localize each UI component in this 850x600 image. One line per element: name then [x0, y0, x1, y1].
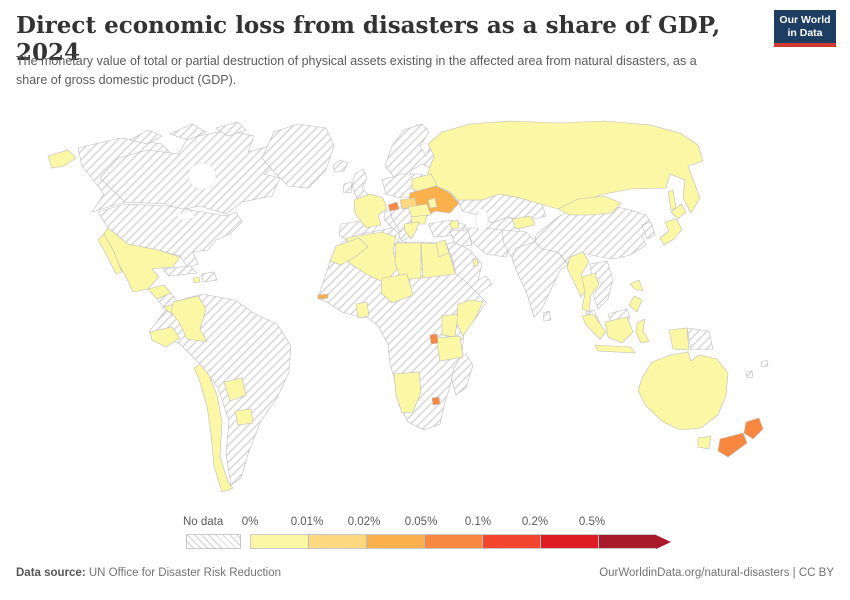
country-tanzania[interactable]: [435, 335, 464, 362]
legend-tick-5: 0.2%: [521, 516, 549, 528]
country-iceland[interactable]: [332, 159, 349, 173]
country-australia[interactable]: [637, 351, 729, 431]
country-romania[interactable]: [407, 203, 432, 218]
country-russia[interactable]: [427, 120, 704, 214]
country-namibia[interactable]: [393, 371, 422, 414]
country-rwanda[interactable]: [429, 333, 439, 345]
legend-bin-6[interactable]: [598, 534, 656, 549]
legend-bin-3[interactable]: [424, 534, 482, 549]
country-new-zealand[interactable]: [717, 417, 764, 458]
country-uruguay[interactable]: [234, 408, 254, 426]
world-map: [30, 116, 820, 506]
country-israel-jordan[interactable]: [435, 239, 450, 258]
footer-link[interactable]: OurWorldinData.org/natural-disasters | C…: [599, 567, 834, 579]
country-russia-chukotka[interactable]: [47, 149, 77, 169]
chart-subtitle: The monetary value of total or partial d…: [16, 54, 697, 87]
country-kenya[interactable]: [441, 313, 459, 338]
country-mongolia[interactable]: [557, 195, 622, 216]
hudson-bay: [187, 162, 217, 190]
country-france[interactable]: [353, 193, 388, 229]
country-niger[interactable]: [380, 273, 414, 304]
country-eswatini[interactable]: [431, 396, 441, 406]
country-paraguay[interactable]: [223, 377, 247, 402]
legend-bin-5[interactable]: [540, 534, 598, 549]
country-jamaica[interactable]: [192, 276, 201, 284]
country-armenia[interactable]: [449, 219, 460, 230]
country-philippines[interactable]: [628, 279, 644, 313]
country-moldova[interactable]: [427, 197, 438, 209]
country-south-america-nodata[interactable]: [148, 293, 292, 486]
great-lakes: [175, 210, 197, 221]
country-qatar[interactable]: [472, 258, 479, 267]
country-colombia[interactable]: [170, 295, 208, 343]
data-source: Data source: UN Office for Disaster Risk…: [16, 567, 281, 579]
legend-tick-6: 0.5%: [578, 516, 606, 528]
country-kyrgyzstan[interactable]: [511, 215, 536, 230]
country-indonesia-kalimantan[interactable]: [604, 316, 634, 344]
data-source-value: UN Office for Disaster Risk Reduction: [85, 567, 282, 579]
legend-tick-2: 0.02%: [347, 516, 381, 528]
country-malaysia-borneo[interactable]: [607, 308, 631, 324]
country-pacific-islands[interactable]: [745, 359, 769, 379]
country-africa-nodata[interactable]: [317, 227, 487, 431]
country-morocco[interactable]: [329, 237, 369, 266]
country-greece[interactable]: [403, 221, 420, 240]
country-arctic-islands[interactable]: [129, 121, 247, 145]
country-somalia[interactable]: [455, 299, 484, 337]
country-indonesia-papua[interactable]: [668, 327, 690, 351]
country-cuba[interactable]: [162, 265, 198, 277]
country-korea[interactable]: [641, 221, 656, 240]
country-indonesia-sulawesi[interactable]: [635, 318, 650, 344]
legend-no-data-label: No data: [183, 516, 224, 528]
country-guatemala[interactable]: [147, 284, 172, 300]
country-uk[interactable]: [351, 168, 370, 200]
legend-bin-4[interactable]: [482, 534, 540, 549]
legend-tick-3: 0.05%: [404, 516, 438, 528]
country-hispaniola[interactable]: [200, 271, 218, 283]
country-tasmania[interactable]: [697, 435, 712, 450]
owid-logo-accent-bar: [774, 43, 836, 48]
country-sri-lanka[interactable]: [542, 310, 552, 322]
country-chile[interactable]: [193, 363, 234, 493]
caspian-sea: [475, 208, 489, 232]
country-russia-sakhalin[interactable]: [667, 189, 677, 211]
legend-tick-0: 0%: [241, 516, 259, 528]
owid-logo: Our World in Data: [774, 10, 836, 48]
legend-tick-1: 0.01%: [290, 516, 324, 528]
country-papua-new-guinea[interactable]: [686, 327, 714, 351]
country-gambia[interactable]: [317, 293, 329, 300]
page-title: Direct economic loss from disasters as a…: [16, 12, 721, 66]
country-thailand[interactable]: [581, 272, 600, 313]
country-mexico-baja[interactable]: [97, 233, 123, 275]
country-greenland[interactable]: [261, 123, 335, 189]
country-ghana[interactable]: [355, 301, 370, 319]
country-japan[interactable]: [659, 203, 687, 246]
legend-bin-0[interactable]: [250, 534, 308, 549]
country-ireland[interactable]: [342, 181, 353, 194]
country-ecuador[interactable]: [149, 326, 181, 348]
legend-arrow-icon: [656, 534, 671, 549]
legend-no-data-swatch[interactable]: [186, 534, 241, 549]
legend-bin-2[interactable]: [366, 534, 424, 549]
country-indonesia-java[interactable]: [594, 344, 636, 354]
legend-bin-1[interactable]: [308, 534, 366, 549]
country-bulgaria[interactable]: [410, 214, 428, 225]
data-source-label: Data source:: [16, 567, 86, 579]
country-indonesia-sumatra[interactable]: [581, 313, 607, 340]
owid-logo-line1: Our World: [779, 14, 831, 26]
legend-tick-4: 0.1%: [464, 516, 492, 528]
country-libya[interactable]: [394, 242, 422, 281]
owid-logo-line2: in Data: [787, 27, 823, 40]
country-slovenia[interactable]: [387, 201, 400, 212]
legend-color-scale: 0% 0.01% 0.02% 0.05% 0.1% 0.2% 0.5%: [242, 516, 680, 550]
